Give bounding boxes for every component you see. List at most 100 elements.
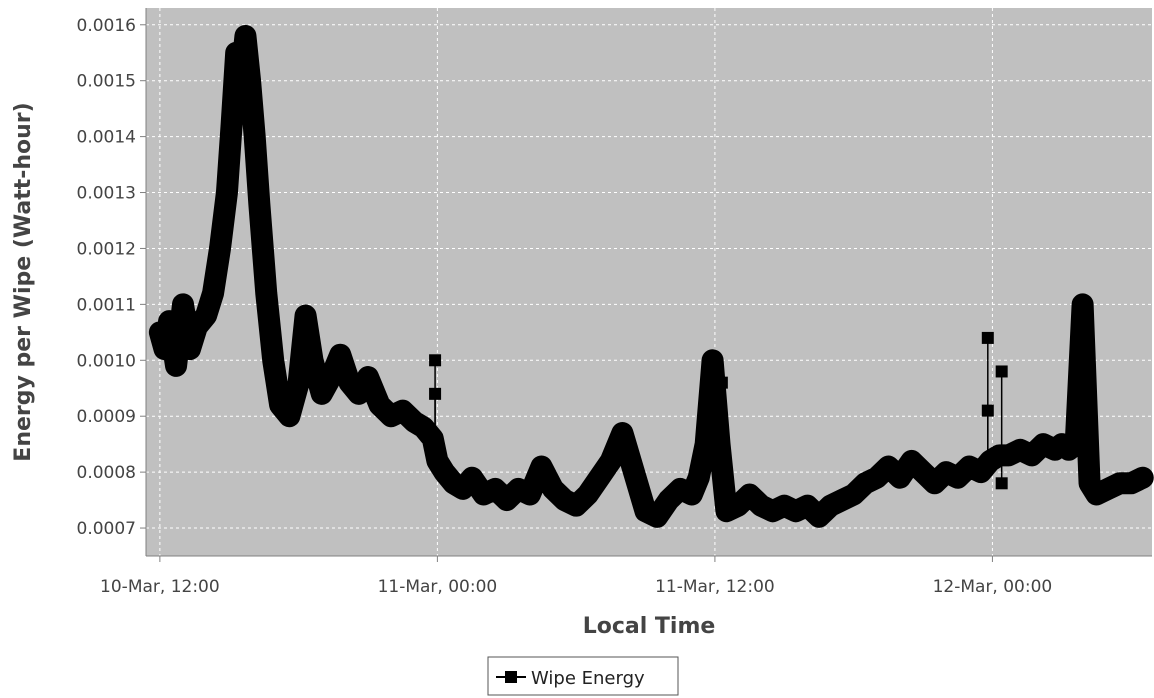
data-point bbox=[547, 482, 560, 495]
data-point bbox=[315, 387, 328, 400]
x-tick-label: 10-Mar, 12:00 bbox=[100, 577, 220, 597]
data-point bbox=[789, 505, 802, 518]
y-axis-ticks: 0.0007 0.0008 0.0009 0.0010 0.0011 0.0012 0.00… bbox=[77, 16, 146, 539]
data-point bbox=[662, 494, 675, 507]
outlier-point bbox=[995, 365, 1008, 378]
data-point bbox=[207, 287, 220, 300]
data-point bbox=[801, 499, 814, 512]
data-point bbox=[743, 488, 756, 501]
legend-label: Wipe Energy bbox=[531, 668, 645, 689]
data-point bbox=[325, 371, 338, 384]
data-point bbox=[1090, 488, 1103, 501]
data-point bbox=[456, 482, 469, 495]
data-point bbox=[220, 186, 233, 199]
data-point bbox=[163, 315, 176, 328]
data-point bbox=[593, 471, 606, 484]
data-point bbox=[438, 466, 451, 479]
data-point bbox=[1136, 471, 1149, 484]
data-point bbox=[699, 438, 712, 451]
outlier-point bbox=[981, 331, 994, 344]
data-point bbox=[334, 348, 347, 361]
data-point bbox=[870, 471, 883, 484]
data-point bbox=[1069, 438, 1082, 451]
data-point bbox=[824, 499, 837, 512]
outlier-point bbox=[995, 477, 1008, 490]
data-point bbox=[836, 494, 849, 507]
data-point bbox=[230, 46, 243, 59]
data-point bbox=[512, 482, 525, 495]
data-point bbox=[306, 354, 319, 367]
x-tick-label: 11-Mar, 12:00 bbox=[655, 577, 775, 597]
data-point bbox=[1083, 477, 1096, 490]
data-point bbox=[847, 488, 860, 501]
data-point bbox=[225, 119, 238, 132]
data-point bbox=[755, 499, 768, 512]
data-point bbox=[260, 287, 273, 300]
x-tick-label: 12-Mar, 00:00 bbox=[933, 577, 1053, 597]
data-point bbox=[812, 510, 825, 523]
data-point bbox=[466, 471, 479, 484]
data-point bbox=[893, 471, 906, 484]
data-point bbox=[489, 482, 502, 495]
series-wipe-energy bbox=[148, 24, 1154, 528]
data-point bbox=[200, 309, 213, 322]
data-point bbox=[963, 460, 976, 473]
data-point bbox=[234, 74, 247, 87]
legend: Wipe Energy bbox=[487, 656, 679, 696]
y-tick-label: 0.0016 bbox=[77, 16, 136, 36]
data-point bbox=[248, 130, 261, 143]
y-axis-title: Energy per Wipe (Watt-hour) bbox=[11, 102, 36, 461]
data-point bbox=[951, 471, 964, 484]
data-point bbox=[426, 432, 439, 445]
data-point bbox=[1014, 443, 1027, 456]
data-point bbox=[1125, 477, 1138, 490]
y-tick-label: 0.0008 bbox=[77, 463, 136, 483]
data-point bbox=[1113, 477, 1126, 490]
data-point bbox=[153, 326, 166, 339]
data-point bbox=[283, 410, 296, 423]
data-point bbox=[190, 320, 203, 333]
x-axis-ticks: 10-Mar, 12:00 11-Mar, 00:00 11-Mar, 12:00 1… bbox=[100, 556, 1052, 597]
data-point bbox=[674, 482, 687, 495]
y-tick-label: 0.0011 bbox=[77, 295, 136, 315]
data-point bbox=[523, 488, 536, 501]
data-point bbox=[766, 505, 779, 518]
data-point bbox=[604, 454, 617, 467]
legend-marker-icon bbox=[505, 671, 517, 683]
y-tick-label: 0.0014 bbox=[77, 128, 136, 148]
data-point bbox=[685, 488, 698, 501]
data-point bbox=[431, 454, 444, 467]
data-point bbox=[292, 376, 305, 389]
data-point bbox=[299, 309, 312, 322]
outlier-point bbox=[429, 354, 442, 367]
data-point bbox=[267, 354, 280, 367]
data-point bbox=[917, 466, 930, 479]
data-point bbox=[882, 460, 895, 473]
data-point bbox=[627, 466, 640, 479]
y-tick-label: 0.0013 bbox=[77, 184, 136, 204]
y-tick-label: 0.0009 bbox=[77, 407, 136, 427]
data-point bbox=[253, 197, 266, 210]
data-point bbox=[396, 404, 409, 417]
x-tick-label: 11-Mar, 00:00 bbox=[378, 577, 498, 597]
data-point bbox=[940, 466, 953, 479]
data-point bbox=[581, 488, 594, 501]
data-point bbox=[535, 460, 548, 473]
data-point bbox=[500, 494, 513, 507]
y-tick-label: 0.0007 bbox=[77, 519, 136, 539]
data-point bbox=[692, 471, 705, 484]
data-point bbox=[1076, 298, 1089, 311]
y-tick-label: 0.0012 bbox=[77, 239, 136, 259]
data-point bbox=[214, 242, 227, 255]
data-point bbox=[362, 371, 375, 384]
data-point bbox=[720, 505, 733, 518]
data-point bbox=[408, 415, 421, 428]
outlier-point bbox=[429, 387, 442, 400]
data-point bbox=[928, 477, 941, 490]
data-point bbox=[1037, 438, 1050, 451]
data-point bbox=[558, 494, 571, 507]
data-point bbox=[170, 359, 183, 372]
data-point bbox=[417, 421, 430, 434]
data-point bbox=[447, 477, 460, 490]
